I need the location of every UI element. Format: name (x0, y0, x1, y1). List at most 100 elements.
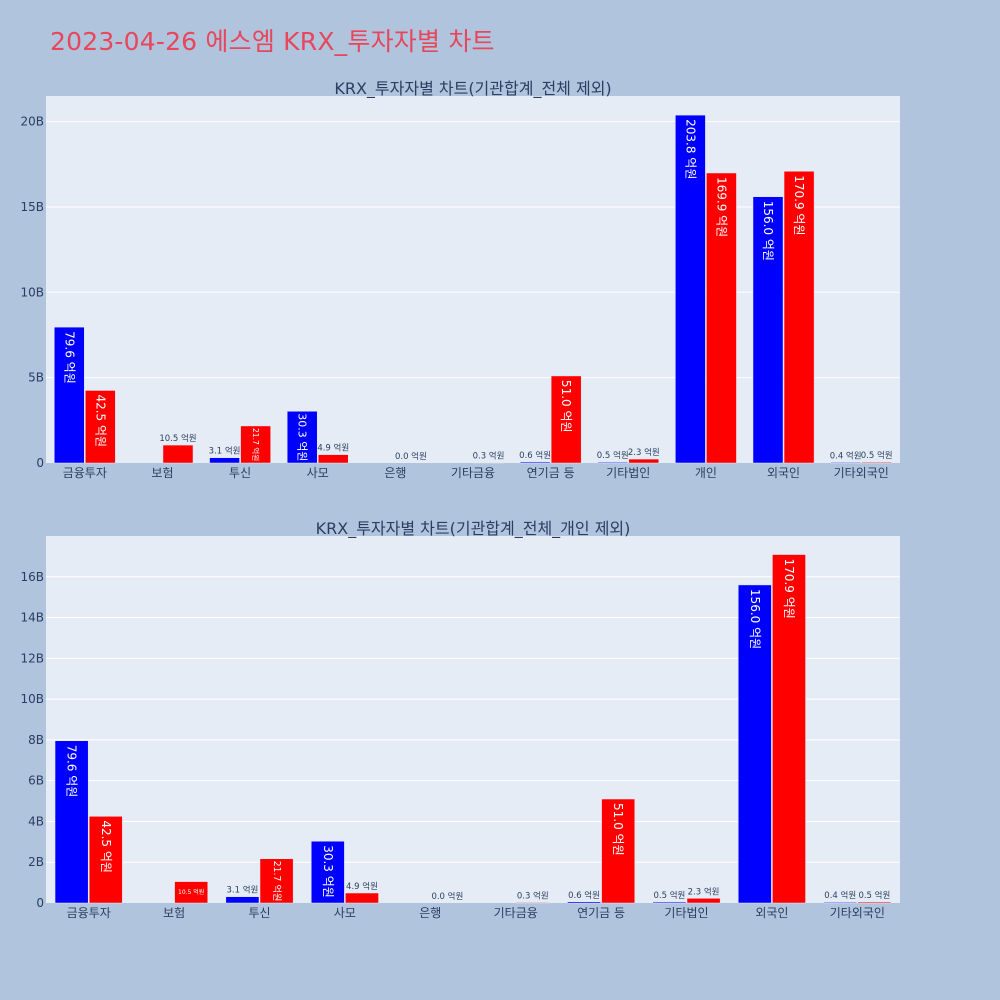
data-label: 21.7 억원 (251, 428, 260, 461)
y-tick-label: 5B (28, 371, 44, 385)
data-label: 2.3 억원 (628, 447, 660, 458)
bar (515, 902, 550, 904)
data-label: 30.3 억원 (321, 845, 335, 898)
data-label: 3.1 억원 (209, 446, 241, 457)
bar (209, 457, 240, 464)
bar (567, 901, 601, 904)
bar (54, 326, 85, 464)
data-label: 0.5 억원 (858, 890, 890, 901)
x-tick-label: 은행 (419, 905, 441, 920)
bar (286, 411, 318, 464)
bar (310, 840, 345, 904)
bar (861, 461, 892, 464)
bar (473, 462, 504, 464)
bar (519, 461, 551, 464)
data-label: 169.9 억원 (714, 177, 728, 237)
bar (830, 462, 861, 464)
x-tick-label: 개인 (695, 466, 717, 480)
x-tick-label: 기타외국인 (830, 906, 885, 920)
chart-panel-2: 0 2B 4B 6B 8B 10B 12B 14B 16B KRX_투자자별 차트(기관합계_전체… (20, 519, 900, 920)
bar (675, 114, 706, 464)
chart-title: KRX_투자자별 차트(기관합계_전체 제외) (334, 79, 611, 99)
plot-area (46, 536, 900, 903)
data-label: 21.7 억원 (271, 861, 283, 902)
data-label: 170.9 억원 (792, 175, 806, 235)
bar (225, 896, 260, 904)
data-label: 0.6 억원 (519, 450, 551, 461)
x-tick-label: 은행 (384, 465, 406, 480)
y-tick-label: 4B (28, 814, 44, 828)
page-title: 2023-04-26 에스엠 KRX_투자자별 차트 (50, 27, 495, 56)
data-label: 0.5 억원 (861, 450, 893, 461)
bar (550, 375, 582, 464)
x-tick-label: 금융투자 (67, 906, 111, 920)
bar (686, 898, 721, 904)
y-tick-label: 2B (28, 855, 44, 869)
bar (823, 901, 858, 904)
data-label: 4.9 억원 (346, 881, 378, 892)
x-tick-label: 외국인 (767, 466, 800, 480)
y-tick-label: 20B (20, 115, 44, 129)
data-label: 170.9 억원 (782, 559, 796, 619)
data-label: 3.1 억원 (226, 885, 258, 896)
data-label: 203.8 억원 (683, 119, 697, 179)
y-tick-label: 10B (20, 285, 44, 299)
bar (706, 172, 737, 464)
data-label: 51.0 억원 (611, 803, 625, 856)
data-label: 0.0 억원 (431, 891, 463, 902)
data-label: 0.4 억원 (824, 890, 856, 901)
data-label: 10.5 억원 (178, 888, 204, 896)
x-tick-label: 연기금 등 (577, 906, 625, 920)
x-tick-label: 기타금융 (451, 466, 495, 480)
bar (857, 901, 892, 904)
bar (259, 858, 294, 904)
x-tick-label: 금융투자 (63, 466, 107, 480)
data-label: 0.4 억원 (830, 450, 862, 461)
x-tick-label: 보험 (163, 906, 185, 920)
y-tick-label: 12B (20, 651, 44, 665)
x-tick-label: 투신 (248, 906, 270, 920)
x-tick-label: 기타법인 (606, 466, 650, 480)
bar (345, 892, 379, 904)
data-label: 0.3 억원 (517, 890, 549, 901)
bar (628, 458, 660, 464)
x-tick-label: 투신 (229, 466, 251, 480)
data-label: 0.3 억원 (473, 450, 505, 461)
y-tick-label: 8B (28, 733, 44, 747)
bar (162, 444, 194, 464)
bar (85, 390, 116, 464)
x-tick-label: 연기금 등 (527, 466, 575, 480)
data-label: 2.3 억원 (688, 886, 720, 897)
data-label: 4.9 억원 (317, 443, 349, 454)
chart-title: KRX_투자자별 차트(기관합계_전체_개인 제외) (316, 519, 631, 539)
bar (652, 901, 687, 904)
bar (772, 554, 806, 904)
bar (752, 196, 784, 464)
x-tick-label: 기타금융 (494, 906, 538, 920)
x-tick-label: 사모 (307, 466, 329, 480)
bar (737, 584, 772, 904)
data-label: 0.5 억원 (597, 450, 629, 461)
data-label: 42.5 억원 (99, 820, 113, 873)
data-label: 51.0 억원 (559, 380, 573, 433)
data-label: 156.0 억원 (761, 201, 775, 261)
x-tick-label: 외국인 (755, 906, 788, 920)
y-tick-label: 14B (20, 611, 44, 625)
bar (54, 740, 89, 904)
bar (317, 454, 349, 464)
bar (88, 816, 123, 904)
x-tick-label: 기타외국인 (834, 466, 889, 480)
bar (174, 881, 209, 904)
data-label: 0.0 억원 (395, 451, 427, 462)
y-tick-label: 6B (28, 774, 44, 788)
y-tick-label: 0 (36, 896, 44, 910)
y-tick-label: 15B (20, 200, 44, 214)
data-label: 30.3 억원 (296, 413, 309, 461)
bar (783, 171, 815, 464)
x-tick-label: 보험 (151, 466, 173, 480)
x-tick-label: 기타법인 (664, 906, 708, 920)
data-label: 42.5 억원 (93, 394, 107, 447)
y-tick-label: 0 (36, 456, 44, 470)
data-label: 0.5 억원 (653, 890, 685, 901)
